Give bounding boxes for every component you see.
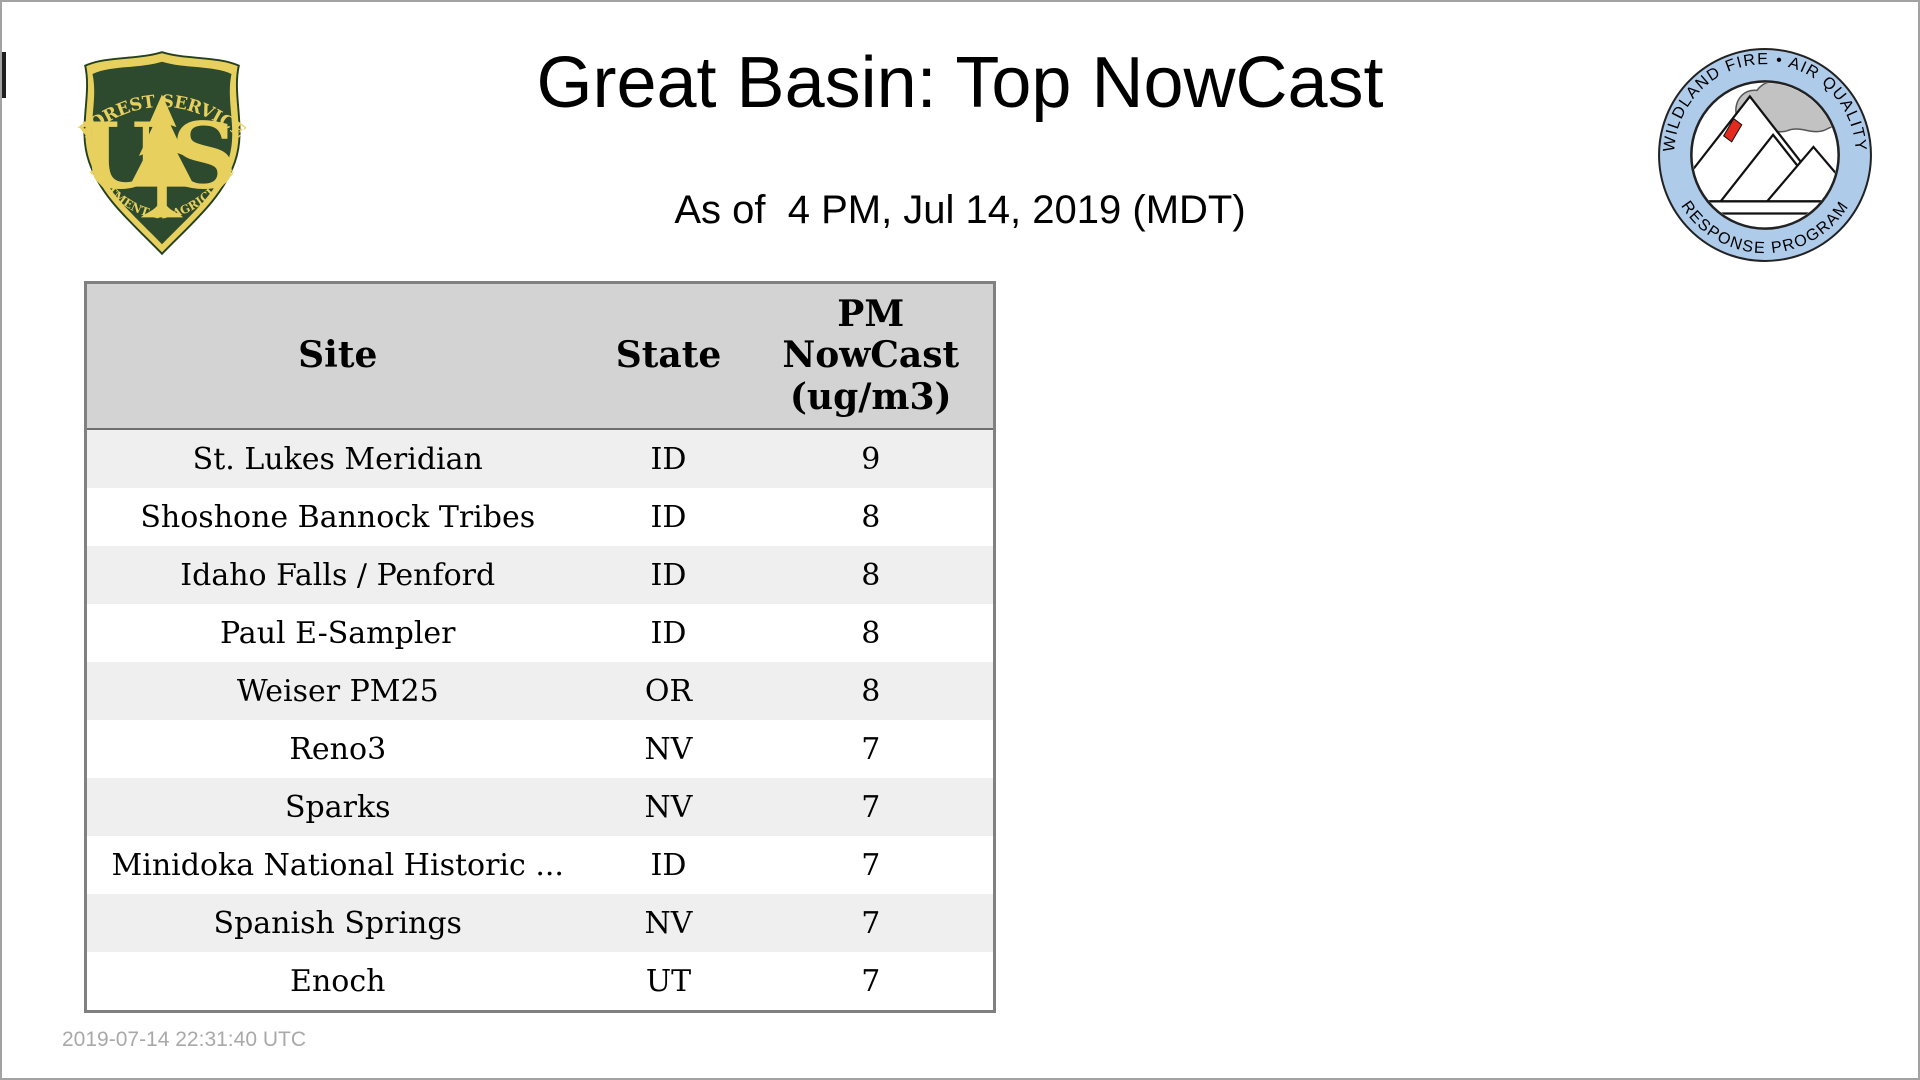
state-cell: ID [650, 847, 687, 883]
pm-nowcast-cell: 9 [861, 441, 881, 477]
table-row: Paul E-Sampler ID 8 [85, 604, 995, 663]
site-cell: Spanish Springs [213, 905, 462, 941]
site-cell: Paul E-Sampler [219, 615, 456, 651]
fire-mark-icon [1722, 117, 1743, 143]
site-cell: Minidoka National Historic ... [111, 847, 564, 883]
table-row: Reno3 NV 7 [85, 720, 995, 779]
pm-nowcast-cell: 7 [861, 963, 881, 999]
table-row: Sparks NV 7 [85, 778, 995, 837]
left-edge-mark [2, 52, 6, 98]
state-cell: ID [650, 499, 687, 535]
wildland-fire-air-quality-logo: WILDLAND FIRE • AIR QUALITY RESPONSE PRO… [1658, 48, 1872, 262]
pm-nowcast-cell: 8 [861, 615, 881, 651]
pm-nowcast-cell: 8 [861, 673, 881, 709]
pm-nowcast-cell: 7 [861, 847, 881, 883]
state-cell: NV [644, 789, 693, 825]
site-cell: Weiser PM25 [236, 673, 439, 709]
shield-letter-s: S [171, 102, 237, 210]
table-row: Shoshone Bannock Tribes ID 8 [85, 488, 995, 547]
pm-nowcast-cell: 7 [861, 731, 881, 767]
table-row: Spanish Springs NV 7 [85, 894, 995, 953]
pm-nowcast-cell: 8 [861, 499, 881, 535]
state-cell: OR [644, 673, 693, 709]
table-row: Enoch UT 7 [85, 952, 995, 1012]
table-row: Minidoka National Historic ... ID 7 [85, 836, 995, 895]
page-title: Great Basin: Top NowCast [536, 43, 1384, 123]
state-cell: NV [644, 905, 693, 941]
column-header-pm-nowcast: PM NowCast (ug/m3) [748, 282, 995, 431]
table-row: Idaho Falls / Penford ID 8 [85, 546, 995, 605]
pm-nowcast-cell: 8 [861, 557, 881, 593]
site-cell: Sparks [284, 789, 391, 825]
generation-timestamp: 2019-07-14 22:31:40 UTC [62, 1028, 306, 1051]
state-cell: ID [650, 557, 687, 593]
nowcast-table: Site State PM NowCast (ug/m3) St. Lukes … [84, 281, 996, 1014]
site-cell: Enoch [290, 963, 386, 999]
site-cell: Idaho Falls / Penford [180, 557, 496, 593]
pine-tree-icon [129, 94, 195, 218]
table-header: Site State PM NowCast (ug/m3) [85, 282, 995, 431]
column-header-state: State [588, 282, 749, 431]
pm-nowcast-cell: 7 [861, 789, 881, 825]
site-cell: Shoshone Bannock Tribes [140, 499, 536, 535]
site-cell: St. Lukes Meridian [192, 441, 483, 477]
page-subtitle: As of 4 PM, Jul 14, 2019 (MDT) [674, 188, 1246, 232]
table-row: Weiser PM25 OR 8 [85, 662, 995, 721]
state-cell: UT [645, 963, 692, 999]
state-cell: ID [650, 441, 687, 477]
table-row: St. Lukes Meridian ID 9 [85, 429, 995, 489]
column-header-site: Site [85, 282, 589, 431]
pm-nowcast-cell: 7 [861, 905, 881, 941]
forest-service-logo: FOREST SERVICE U S DEPARTMENT OF AGRICUL… [66, 46, 249, 256]
table-body: St. Lukes Meridian ID 9 Shoshone Bannock Tr… [85, 429, 995, 1012]
table-header-row: Site State PM NowCast (ug/m3) [85, 282, 995, 431]
state-cell: NV [644, 731, 693, 767]
state-cell: ID [650, 615, 687, 651]
site-cell: Reno3 [289, 731, 387, 767]
